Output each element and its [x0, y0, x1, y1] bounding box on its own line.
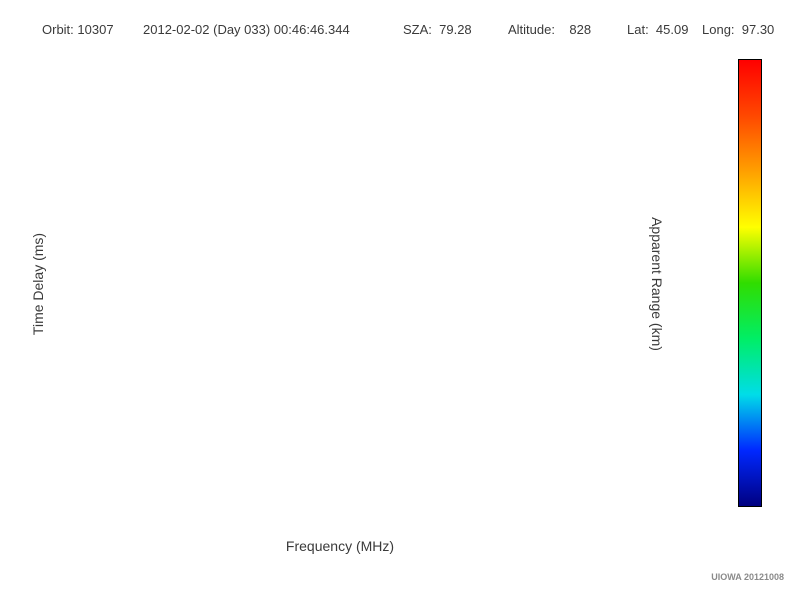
header-info: Orbit: 10307 2012-02-02 (Day 033) 00:46:…: [0, 22, 800, 38]
spectrogram-canvas: [80, 57, 599, 511]
header-field-orbit: Orbit: 10307: [42, 22, 114, 37]
colorbar-gradient: [738, 59, 762, 507]
watermark-label: UIOWA 20121008: [711, 572, 784, 582]
y-axis-title-right: Apparent Range (km): [649, 217, 665, 351]
x-axis-title: Frequency (MHz): [285, 538, 395, 554]
header-field-datetime: 2012-02-02 (Day 033) 00:46:46.344: [143, 22, 350, 37]
header-field-altitude: Altitude: 828: [508, 22, 592, 37]
header-field-lat: Lat: 45.09: [627, 22, 689, 37]
y-axis-title-left: Time Delay (ms): [30, 232, 46, 336]
header-field-sza: SZA: 79.28: [403, 22, 472, 37]
header-field-long: Long: 97.30: [702, 22, 775, 37]
